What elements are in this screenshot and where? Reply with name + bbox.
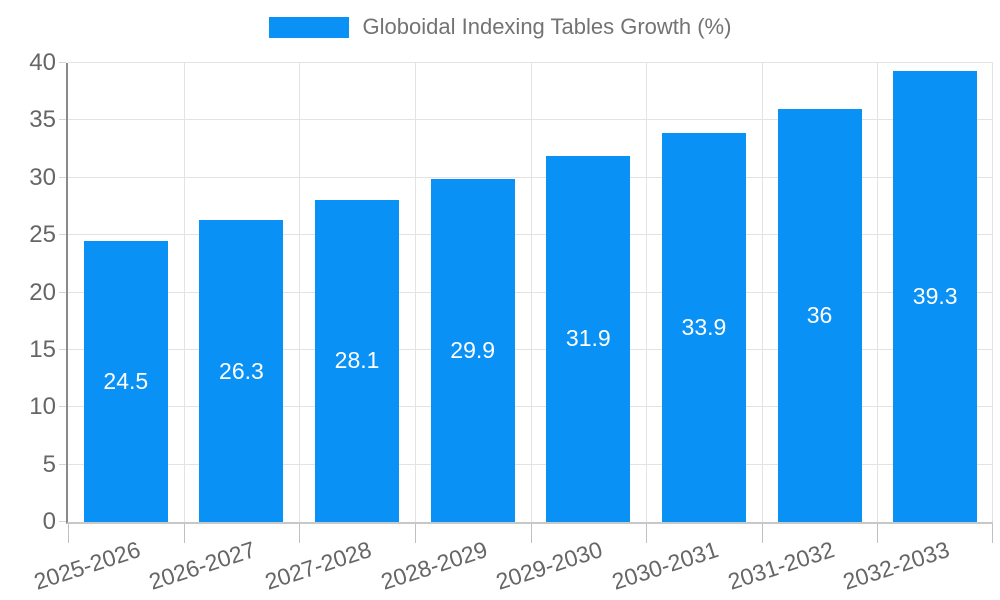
y-tick-mark (59, 521, 66, 522)
y-axis-ticks (59, 62, 66, 522)
x-tick-label: 2030-2031 (608, 536, 722, 595)
bar[interactable]: 24.5 (83, 240, 168, 522)
bar-value-label: 26.3 (219, 357, 264, 384)
x-tick-label: 2027-2028 (261, 536, 375, 595)
y-tick-mark (59, 119, 66, 121)
y-tick-mark (59, 463, 66, 465)
bar-value-label: 31.9 (565, 325, 611, 352)
v-gridline (530, 63, 532, 522)
v-gridline (414, 63, 416, 522)
y-tick-label: 5 (42, 450, 56, 478)
v-gridline (183, 63, 185, 522)
y-tick-mark (59, 62, 66, 63)
bar-value-label: 39.3 (912, 283, 958, 310)
x-tick-mark (646, 524, 648, 543)
y-tick-label: 20 (29, 278, 56, 306)
bar[interactable]: 31.9 (546, 155, 631, 522)
x-tick-mark (68, 524, 69, 543)
y-tick-mark (59, 406, 66, 408)
x-tick-mark (877, 524, 879, 543)
v-gridline (299, 63, 301, 522)
legend-swatch-icon (268, 16, 349, 38)
y-tick-label: 0 (42, 508, 56, 535)
y-tick-label: 30 (29, 163, 56, 191)
x-tick-label: 2025-2026 (30, 536, 144, 595)
bar-value-label: 28.1 (334, 347, 380, 374)
y-tick-label: 35 (29, 106, 56, 134)
x-tick-mark (530, 524, 532, 543)
bar[interactable]: 39.3 (893, 71, 978, 522)
y-tick-label: 40 (29, 49, 56, 76)
h-gridline (68, 62, 993, 63)
bar-value-label: 36 (806, 301, 833, 328)
bar[interactable]: 26.3 (199, 220, 284, 522)
v-gridline (646, 63, 648, 522)
v-gridline (992, 63, 993, 522)
v-gridline (761, 63, 763, 522)
x-tick-mark (761, 524, 763, 543)
v-gridline (877, 63, 879, 522)
bar[interactable]: 33.9 (661, 133, 746, 522)
x-tick-label: 2029-2030 (493, 536, 606, 595)
plot-area: 24.5 26.3 28.1 29.9 31.9 33.9 36 39.3 (66, 62, 993, 524)
y-tick-mark (59, 176, 66, 178)
y-tick-mark (59, 291, 66, 293)
bar[interactable]: 36 (777, 108, 862, 522)
x-tick-label: 2026-2027 (146, 536, 259, 595)
x-tick-label: 2028-2029 (377, 536, 491, 595)
x-tick-label: 2031-2032 (724, 536, 837, 595)
legend-label: Globoidal Indexing Tables Growth (%) (362, 14, 732, 39)
bar-value-label: 24.5 (103, 367, 149, 394)
y-tick-label: 15 (29, 335, 56, 363)
bar-value-label: 29.9 (450, 336, 496, 363)
bar[interactable]: 29.9 (430, 178, 515, 522)
x-tick-mark (299, 524, 301, 543)
y-tick-mark (59, 348, 66, 350)
chart-legend: Globoidal Indexing Tables Growth (%) (0, 16, 1000, 38)
x-tick-label: 2032-2033 (839, 536, 953, 595)
y-tick-label: 10 (29, 393, 56, 421)
x-axis-ticks (68, 524, 993, 543)
bar[interactable]: 28.1 (315, 199, 400, 522)
y-tick-label: 25 (29, 221, 56, 249)
y-tick-mark (59, 234, 66, 236)
x-tick-mark (183, 524, 185, 543)
legend-item[interactable]: Globoidal Indexing Tables Growth (%) (268, 14, 732, 39)
x-axis: 2025-2026 2026-2027 2027-2028 2028-2029 2029… (31, 524, 993, 600)
x-tick-mark (992, 524, 993, 543)
x-tick-mark (414, 524, 416, 543)
y-axis: 0 5 10 15 20 25 30 35 40 (0, 51, 56, 534)
bar-value-label: 33.9 (681, 314, 727, 340)
